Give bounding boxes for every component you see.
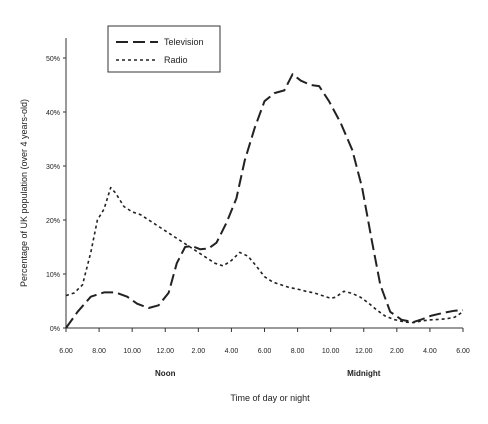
x-tick-label: 8.00	[291, 348, 305, 355]
x-tick-label: 6.00	[59, 348, 73, 355]
series-line-radio	[66, 188, 463, 323]
x-tick-label: 6.00	[456, 348, 470, 355]
x-tick-label: 2.00	[390, 348, 404, 355]
x-tick-label: 10.00	[123, 348, 141, 355]
x-tick-label: 4.00	[423, 348, 437, 355]
y-tick-label: 20%	[46, 218, 60, 225]
x-tick-label: 12.00	[156, 348, 174, 355]
legend-box	[108, 26, 220, 72]
x-tick-label: 6.00	[258, 348, 272, 355]
annotation-noon: Noon	[155, 369, 176, 378]
y-tick-label: 0%	[50, 326, 60, 333]
series-line-television	[66, 74, 463, 328]
x-tick-label: 4.00	[225, 348, 239, 355]
legend-television-label: Television	[164, 37, 204, 47]
y-tick-label: 10%	[46, 272, 60, 279]
x-tick-label: 10.00	[322, 348, 340, 355]
series-lines	[66, 74, 463, 328]
y-tick-label: 50%	[46, 56, 60, 63]
annotation-midnight: Midnight	[347, 369, 381, 378]
y-axis-label: Percentage of UK population (over 4 year…	[19, 99, 29, 287]
x-axis-label: Time of day or night	[230, 393, 310, 403]
x-tick-label: 12.00	[355, 348, 373, 355]
y-tick-label: 40%	[46, 110, 60, 117]
x-tick-label: 8.00	[92, 348, 106, 355]
x-tick-label: 2.00	[192, 348, 206, 355]
legend-radio-label: Radio	[164, 55, 188, 65]
y-tick-label: 30%	[46, 164, 60, 171]
axes: 0% 10% 20% 30% 40% 50% 6.00 8.00 10.00 12.00 2.00 4…	[46, 38, 470, 378]
legend: Television Radio	[108, 26, 220, 72]
